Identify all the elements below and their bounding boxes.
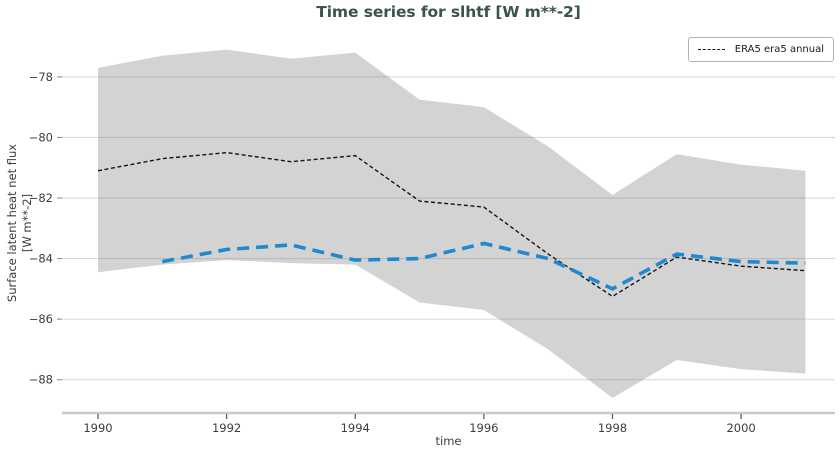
chart-title: Time series for slhtf [W m**-2] [316,3,581,21]
x-axis-label: time [435,434,462,448]
y-tick-label: −88 [29,373,53,387]
uncertainty-band [98,49,806,398]
x-tick-label: 1994 [341,421,370,435]
legend: ERA5 era5 annual [687,37,834,62]
y-tick-label: −86 [29,312,53,326]
y-tick-label: −80 [29,130,53,144]
dashed-line-icon [697,49,725,50]
x-tick-label: 1990 [83,421,112,435]
x-tick-label: 1998 [598,421,627,435]
legend-label: ERA5 era5 annual [734,44,824,55]
y-tick-label: −78 [29,70,53,84]
y-tick-label: −84 [29,252,53,266]
x-tick-label: 1992 [212,421,241,435]
y-tick-label: −82 [29,191,53,205]
series-blue-dashed [161,241,806,291]
x-tick-label: 2000 [726,421,755,435]
series-era5-annual [97,151,806,298]
x-tick-label: 1996 [469,421,498,435]
